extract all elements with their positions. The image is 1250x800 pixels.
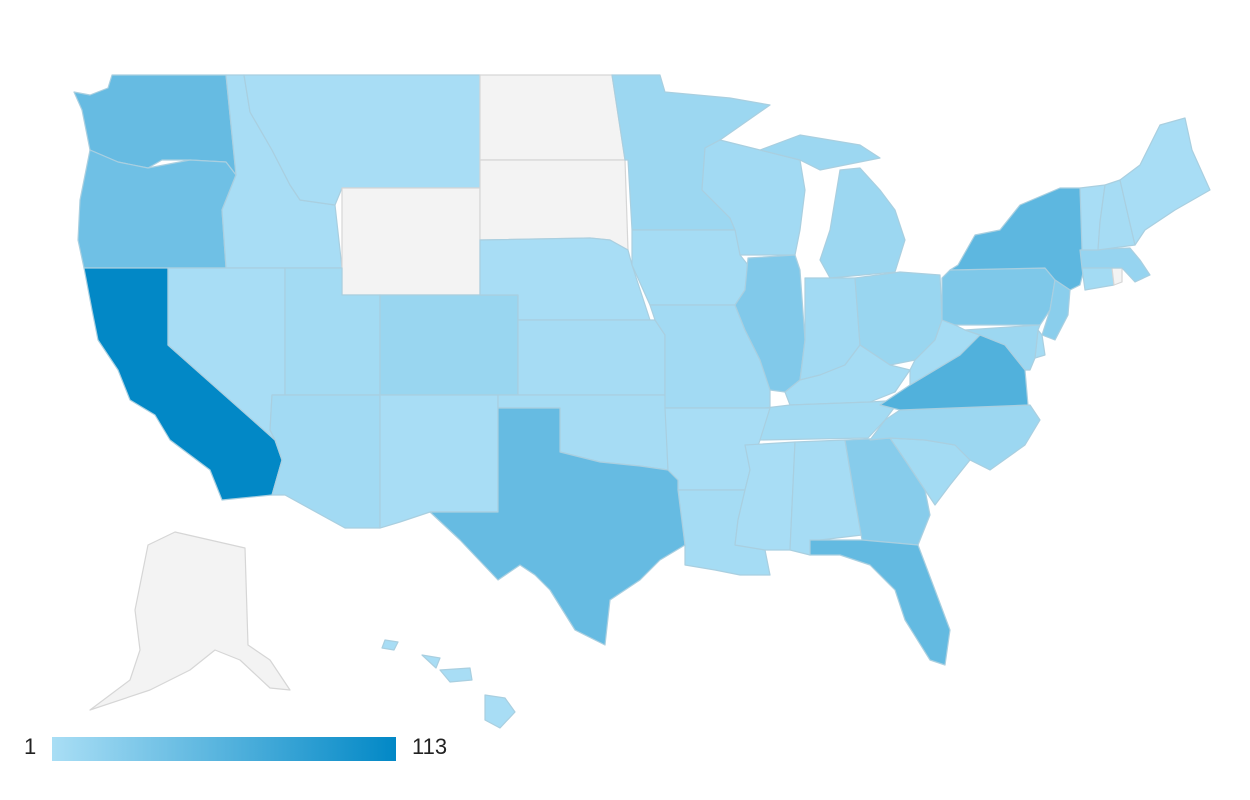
state-pa[interactable] <box>941 267 1056 326</box>
state-ct[interactable] <box>1081 264 1115 291</box>
state-or[interactable] <box>77 149 237 269</box>
state-nd[interactable] <box>479 74 626 161</box>
state-me[interactable] <box>1119 117 1211 246</box>
state-nj[interactable] <box>1041 279 1071 341</box>
state-ma[interactable] <box>1079 247 1151 283</box>
state-az[interactable] <box>269 394 381 529</box>
state-sd[interactable] <box>479 159 629 251</box>
state-co[interactable] <box>379 294 519 396</box>
state-il[interactable] <box>734 254 806 393</box>
state-tx[interactable] <box>429 407 686 646</box>
state-ne[interactable] <box>479 237 651 321</box>
state-nc[interactable] <box>869 404 1041 471</box>
state-tn[interactable] <box>759 399 901 441</box>
state-ak[interactable] <box>89 531 291 711</box>
state-ks[interactable] <box>517 319 666 396</box>
state-md[interactable] <box>964 324 1041 371</box>
legend-gradient-bar <box>52 737 396 761</box>
state-wi[interactable] <box>701 139 806 256</box>
state-nm[interactable] <box>379 394 499 529</box>
state-mi[interactable] <box>759 134 906 279</box>
state-wy[interactable] <box>341 187 481 296</box>
state-fl[interactable] <box>809 539 951 666</box>
legend-max-label: 113 <box>412 734 448 759</box>
state-ia[interactable] <box>631 229 749 306</box>
state-ri[interactable] <box>1111 267 1123 286</box>
state-hi[interactable] <box>381 639 516 729</box>
legend-min-label: 1 <box>24 734 37 759</box>
